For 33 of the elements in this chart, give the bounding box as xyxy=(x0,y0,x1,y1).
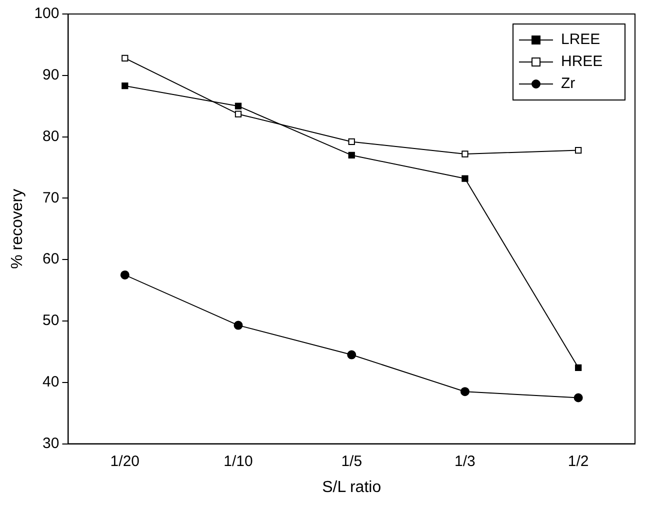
point xyxy=(234,320,243,330)
point xyxy=(120,270,130,280)
x-axis-title: S/L ratio xyxy=(322,478,382,496)
point xyxy=(234,102,242,110)
point xyxy=(574,364,582,371)
point xyxy=(460,387,470,396)
point xyxy=(122,54,128,62)
y-tick-label: 40 xyxy=(42,374,60,391)
point xyxy=(347,350,356,360)
x-tick-label: 1/10 xyxy=(224,452,253,470)
x-tick-label: 1/20 xyxy=(110,452,140,470)
point xyxy=(574,146,582,154)
y-tick-label: 100 xyxy=(34,5,60,22)
x-tick-label: 1/3 xyxy=(454,452,476,470)
point xyxy=(348,138,355,146)
y-tick-label: 90 xyxy=(42,66,60,84)
point xyxy=(348,152,355,159)
y-tick-label: 60 xyxy=(42,250,60,268)
point xyxy=(122,82,128,90)
y-tick-label: 30 xyxy=(42,434,60,452)
x-tick-label: 1/5 xyxy=(341,452,362,470)
y-tick-label: 70 xyxy=(42,189,60,206)
y-axis-title: % recovery xyxy=(9,188,26,269)
x-tick-label: 1/2 xyxy=(568,452,589,470)
y-tick-label: 80 xyxy=(42,128,60,145)
point xyxy=(462,150,468,158)
point xyxy=(574,393,583,402)
point xyxy=(462,175,468,182)
legend-label: LREE xyxy=(561,31,600,48)
legend-label: Zr xyxy=(561,75,576,92)
legend-label: HREE xyxy=(561,53,603,70)
point xyxy=(234,110,242,118)
y-tick-label: 50 xyxy=(42,312,60,330)
